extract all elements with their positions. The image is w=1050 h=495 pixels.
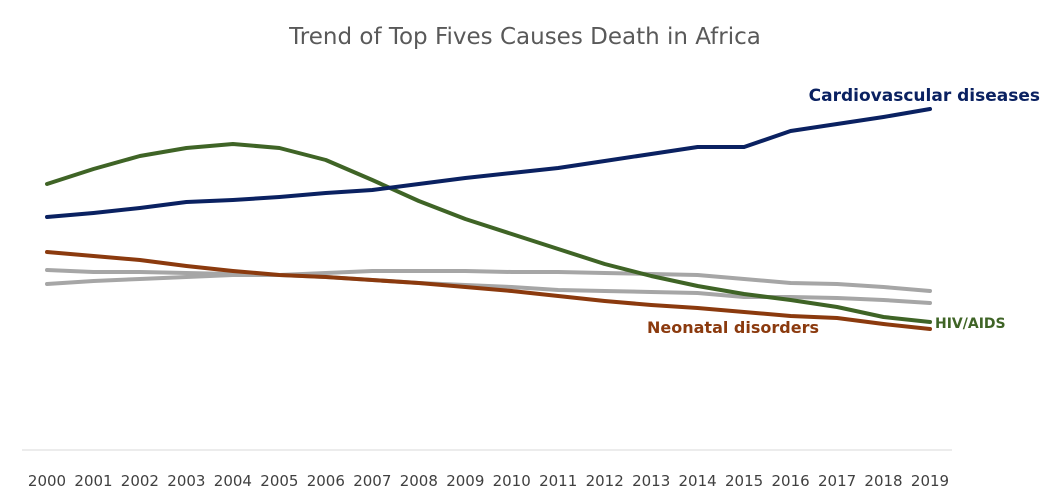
x-tick-label-2006: 2006 [307, 472, 345, 490]
series-line-hiv-aids [45, 142, 932, 324]
x-tick-label-2002: 2002 [121, 472, 159, 490]
series-labels: Cardiovascular diseases HIV/AIDS Neonatal … [647, 86, 1040, 337]
x-tick-label-2019: 2019 [911, 472, 949, 490]
x-tick-label-2001: 2001 [74, 472, 112, 490]
x-tick-label-2013: 2013 [632, 472, 670, 490]
x-tick-label-2018: 2018 [864, 472, 902, 490]
series-line-cardiovascular-diseases [45, 107, 932, 219]
x-tick-label-2017: 2017 [818, 472, 856, 490]
x-tick-label-2014: 2014 [679, 472, 717, 490]
x-tick-label-2012: 2012 [586, 472, 624, 490]
x-tick-label-2000: 2000 [28, 472, 66, 490]
series-label-cardiovascular-diseases: Cardiovascular diseases [809, 86, 1040, 106]
series-label-neonatal-disorders: Neonatal disorders [647, 318, 819, 337]
chart-title: Trend of Top Fives Causes Death in Afric… [288, 24, 761, 50]
x-tick-label-2008: 2008 [400, 472, 438, 490]
series-line-unlabeled-3 [45, 268, 932, 293]
x-tick-label-2015: 2015 [725, 472, 763, 490]
x-tick-label-2016: 2016 [772, 472, 810, 490]
x-tick-label-2010: 2010 [493, 472, 531, 490]
x-tick-label-2011: 2011 [539, 472, 577, 490]
x-tick-label-2003: 2003 [167, 472, 205, 490]
series-line-neonatal-disorders [45, 250, 932, 331]
series-lines [45, 107, 932, 331]
x-tick-label-2004: 2004 [214, 472, 252, 490]
x-tick-label-2009: 2009 [446, 472, 484, 490]
x-axis-tick-labels: 2000 2001 2002 2003 2004 2005 2006 2007 2008 2009… [28, 472, 949, 490]
series-label-hiv-aids: HIV/AIDS [935, 316, 1006, 332]
x-tick-label-2007: 2007 [353, 472, 391, 490]
x-tick-label-2005: 2005 [260, 472, 298, 490]
